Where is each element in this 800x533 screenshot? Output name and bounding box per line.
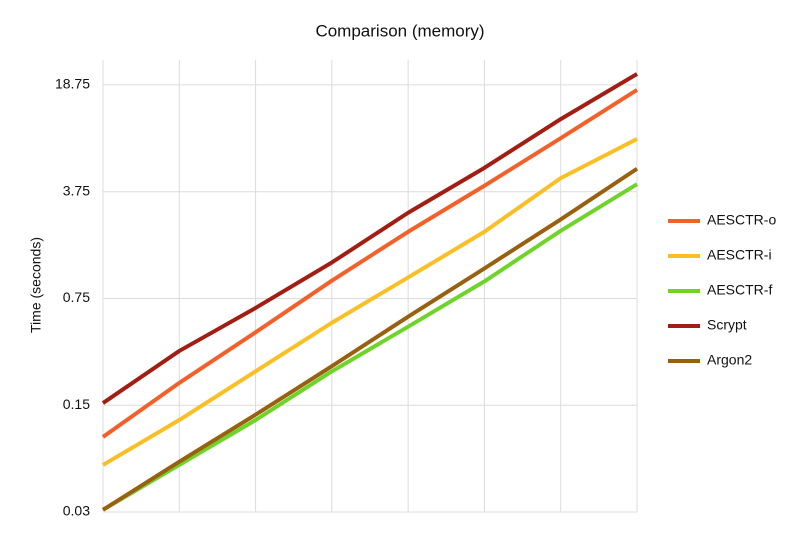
chart-title: Comparison (memory) [315,21,484,40]
y-tick-label: 3.75 [63,182,90,198]
y-tick-label: 0.15 [63,396,90,412]
legend-label: Argon2 [707,352,752,368]
legend-label: Scrypt [707,317,747,333]
y-tick-label: 18.75 [55,76,90,92]
series-line [101,167,639,512]
series-line [101,72,639,405]
legend-label: AESCTR-o [707,212,776,228]
series-line [101,137,638,467]
legend-label: AESCTR-f [707,282,772,298]
legend-label: AESCTR-i [707,247,772,263]
y-tick-label: 0.75 [63,289,90,305]
y-tick-label: 0.03 [63,503,90,519]
y-axis-label: Time (seconds) [28,237,44,333]
series-line [101,182,639,512]
series-line [101,88,639,439]
